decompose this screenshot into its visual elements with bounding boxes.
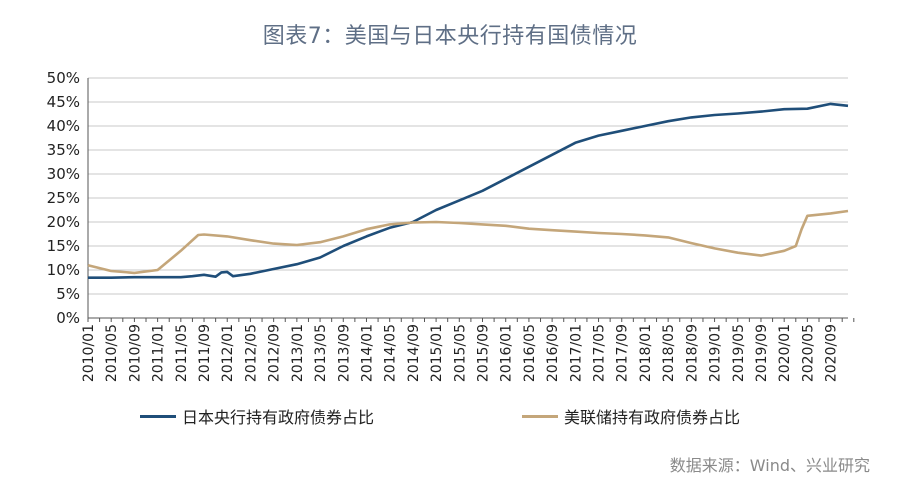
x-tick-label: 2010/01: [81, 324, 97, 382]
legend-item-fed: 美联储持有政府债券占比: [522, 404, 740, 428]
y-tick-label: 10%: [47, 261, 80, 279]
legend-swatch-fed: [522, 414, 558, 418]
source-note: 数据来源：Wind、兴业研究: [669, 456, 870, 475]
x-tick-label: 2017/09: [615, 324, 631, 382]
x-tick-label: 2018/05: [661, 324, 677, 382]
x-tick-label: 2012/01: [220, 324, 236, 382]
x-tick-label: 2017/05: [592, 324, 608, 382]
y-tick-label: 35%: [47, 141, 80, 159]
x-tick-label: 2010/09: [127, 324, 143, 382]
legend-item-boj: 日本央行持有政府债券占比: [140, 404, 374, 428]
chart-title: 图表7：美国与日本央行持有国债情况: [262, 24, 638, 49]
y-tick-label: 15%: [47, 237, 80, 255]
x-tick-label: 2016/09: [545, 324, 561, 382]
y-tick-label: 20%: [47, 213, 80, 231]
x-tick-label: 2016/05: [522, 324, 538, 382]
y-tick-label: 25%: [47, 189, 80, 207]
x-tick-label: 2013/09: [336, 324, 352, 382]
x-tick-label: 2020/05: [800, 324, 816, 382]
x-tick-label: 2012/05: [243, 324, 259, 382]
x-tick-label: 2013/05: [313, 324, 329, 382]
x-tick-label: 2011/05: [174, 324, 190, 382]
x-tick-label: 2014/01: [359, 324, 375, 382]
y-tick-label: 40%: [47, 117, 80, 135]
series-line-boj: [88, 102, 849, 279]
x-tick-label: 2016/01: [499, 324, 515, 382]
x-tick-label: 2011/09: [197, 324, 213, 382]
x-tick-label: 2010/05: [104, 324, 120, 382]
y-tick-label: 45%: [47, 93, 80, 111]
legend-label-fed: 美联储持有政府债券占比: [564, 408, 741, 427]
x-tick-label: 2019/01: [708, 324, 724, 382]
x-tick-label: 2020/01: [777, 324, 793, 382]
x-tick-label: 2015/01: [429, 324, 445, 382]
x-tick-label: 2020/09: [824, 324, 840, 382]
legend-label-boj: 日本央行持有政府债券占比: [182, 408, 375, 427]
x-tick-label: 2019/09: [754, 324, 770, 382]
x-tick-label: 2018/09: [684, 324, 700, 382]
x-tick-label: 2014/09: [406, 324, 422, 382]
y-tick-label: 30%: [47, 165, 80, 183]
x-tick-label: 2013/01: [290, 324, 306, 382]
legend-swatch-boj: [140, 414, 176, 418]
y-tick-label: 5%: [56, 285, 80, 303]
x-tick-label: 2015/05: [452, 324, 468, 382]
x-tick-label: 2018/01: [638, 324, 654, 382]
y-tick-label: 50%: [47, 69, 80, 87]
x-tick-label: 2011/01: [151, 324, 167, 382]
x-tick-label: 2017/01: [568, 324, 584, 382]
x-tick-label: 2015/09: [476, 324, 492, 382]
series-line-fed: [87, 209, 849, 275]
x-tick-label: 2019/05: [731, 324, 747, 382]
x-tick-label: 2014/05: [383, 324, 399, 382]
x-tick-label: 2012/09: [267, 324, 283, 382]
y-tick-label: 0%: [56, 309, 80, 327]
